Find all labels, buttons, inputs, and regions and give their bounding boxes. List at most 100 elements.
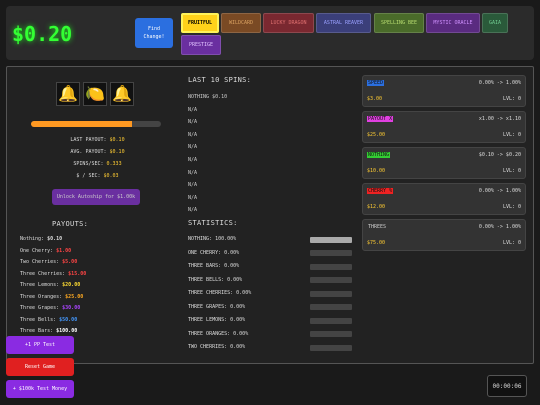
- statistics-title: STATISTICS:: [188, 219, 238, 227]
- dollars-per-sec: $ / SEC: $0.03: [76, 173, 119, 179]
- stat-row: THREE GRAPES: 0.00%: [188, 303, 246, 310]
- payout-label: Three Bells:: [20, 316, 57, 323]
- money-display: $0.20: [12, 22, 73, 46]
- stat-row: THREE LEMONS: 0.00%: [188, 317, 246, 323]
- upgrade-name: THREES: [368, 224, 387, 230]
- stat-bar: [310, 344, 352, 351]
- upgrade-card[interactable]: NOTHING $0.10 -> $0.20 $10.00 LVL: 0: [362, 147, 526, 179]
- stat-bar: [310, 304, 352, 310]
- payout-value: $25.00: [65, 293, 84, 300]
- upgrade-cost: $10.00: [367, 168, 386, 174]
- upgrade-cost: $12.00: [367, 204, 386, 210]
- stat-bar: [310, 277, 352, 283]
- upgrade-card[interactable]: SPEED 0.00% -> 1.00% $3.00 LVL: 0: [362, 75, 526, 107]
- upgrade-change: 0.00% -> 1.00%: [478, 224, 521, 230]
- spin-row: N/A: [188, 131, 198, 138]
- upgrade-cost: $75.00: [367, 240, 386, 246]
- tab-gaia[interactable]: GAIA: [482, 13, 508, 33]
- lemon-icon: 🍋: [83, 82, 107, 106]
- stat-bar: [310, 250, 352, 256]
- stat-bar-fill: [310, 236, 352, 243]
- payout-row: Three Grapes: $30.00: [20, 305, 80, 311]
- payout-label: Three Oranges:: [20, 293, 63, 300]
- spin-progress-fill: [31, 121, 133, 127]
- find-change-button[interactable]: Find Change!: [135, 18, 173, 48]
- upgrade-level: LVL: 0: [502, 132, 521, 138]
- pp-test-button[interactable]: +1 PP Test: [6, 336, 74, 354]
- upgrade-cost: $25.00: [367, 132, 386, 138]
- upgrade-name: SPEED: [367, 80, 385, 86]
- payout-label: Two Cherries:: [20, 259, 60, 265]
- last-payout: LAST PAYOUT: $0.10: [70, 137, 125, 143]
- payout-value: $50.00: [59, 316, 78, 323]
- spin-row: N/A: [188, 106, 198, 113]
- payout-row: Three Bells: $50.00: [20, 317, 77, 323]
- payout-value: $15.00: [68, 270, 87, 277]
- payout-row: Nothing: $0.10: [20, 236, 62, 242]
- tab-wildcard[interactable]: WILDCARD: [221, 13, 261, 33]
- spin-progress-bar: [31, 121, 161, 127]
- spin-row: N/A: [188, 182, 198, 189]
- payout-row: Three Lemons: $20.00: [20, 282, 80, 288]
- slot-reels[interactable]: 🔔 🍋 🔔: [56, 82, 134, 106]
- payout-value: $5.00: [62, 259, 78, 265]
- stat-bar: [310, 331, 352, 337]
- stat-row: THREE BARS: 0.00%: [188, 263, 240, 269]
- test-money-button[interactable]: + $100k Test Money: [6, 380, 74, 398]
- upgrade-card[interactable]: THREES 0.00% -> 1.00% $75.00 LVL: 0: [362, 219, 526, 251]
- stat-row: TWO CHERRIES: 0.00%: [188, 344, 246, 350]
- upgrade-level: LVL: 0: [502, 168, 521, 174]
- tab-spelling-bee[interactable]: SPELLING BEE: [374, 13, 424, 33]
- tab-lucky-dragon[interactable]: LUCKY DRAGON: [263, 13, 314, 33]
- upgrade-level: LVL: 0: [502, 240, 521, 246]
- upgrade-name: PAYOUT X: [367, 116, 394, 122]
- payout-value: $100.00: [56, 328, 78, 334]
- payout-label: Three Bars:: [20, 328, 54, 334]
- stat-row: NOTHING: 100.00%: [188, 236, 237, 242]
- session-timer: 00:00:06: [487, 375, 527, 397]
- payout-label: Three Lemons:: [20, 282, 60, 288]
- spin-row: N/A: [188, 119, 198, 126]
- stat-row: THREE BELLS: 0.00%: [188, 276, 243, 283]
- avg-payout: AVG. PAYOUT: $0.10: [70, 149, 125, 155]
- stat-row: ONE CHERRY: 0.00%: [188, 249, 240, 256]
- payout-row: Three Cherries: $15.00: [20, 271, 86, 277]
- upgrade-change: 0.00% -> 1.00%: [478, 188, 521, 194]
- payout-label: Three Cherries:: [20, 270, 66, 277]
- spin-row: N/A: [188, 207, 198, 214]
- payout-row: One Cherry: $1.00: [20, 248, 71, 254]
- last-spins-title: LAST 10 SPINS:: [188, 76, 252, 84]
- spin-row: N/A: [188, 194, 198, 201]
- payout-label: Nothing:: [20, 236, 45, 242]
- bell-icon: 🔔: [110, 82, 134, 106]
- upgrade-name: CHERRY %: [367, 188, 394, 194]
- upgrade-change: 0.00% -> 1.00%: [478, 80, 521, 86]
- spin-row: N/A: [188, 157, 198, 163]
- upgrade-name: NOTHING: [367, 152, 391, 158]
- unlock-autospin-button[interactable]: Unlock Autoship for $1.00k: [52, 189, 140, 205]
- upgrade-cost: $3.00: [367, 96, 383, 102]
- stat-bar: [310, 317, 352, 324]
- payout-label: Three Grapes:: [20, 305, 60, 311]
- spin-row: NOTHING $0.10: [188, 94, 228, 100]
- tab-fruitful[interactable]: FRUITFUL: [181, 13, 219, 33]
- tab-astral-reaver[interactable]: ASTRAL REAVER: [316, 13, 371, 33]
- upgrade-change: $0.10 -> $0.20: [478, 152, 521, 158]
- spin-row: N/A: [188, 144, 198, 151]
- payout-row: Three Oranges: $25.00: [20, 294, 83, 300]
- spin-row: N/A: [188, 169, 198, 176]
- reset-game-button[interactable]: Reset Game: [6, 358, 74, 376]
- payout-value: $0.10: [47, 236, 63, 242]
- tab-mystic-oracle[interactable]: MYSTIC ORACLE: [426, 13, 480, 33]
- payout-value: $1.00: [56, 247, 72, 254]
- upgrade-card[interactable]: CHERRY % 0.00% -> 1.00% $12.00 LVL: 0: [362, 183, 526, 215]
- bell-icon: 🔔: [56, 82, 80, 106]
- upgrade-card[interactable]: PAYOUT X x1.00 -> x1.10 $25.00 LVL: 0: [362, 111, 526, 143]
- stat-bar: [310, 236, 352, 243]
- payouts-title: PAYOUTS:: [52, 220, 89, 228]
- payout-value: $30.00: [62, 305, 81, 311]
- stat-bar: [310, 290, 352, 297]
- tab-prestige[interactable]: PRESTIGE: [181, 35, 221, 55]
- upgrade-level: LVL: 0: [502, 204, 521, 210]
- stat-bar: [310, 263, 352, 270]
